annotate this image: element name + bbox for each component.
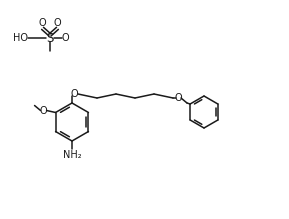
Text: O: O <box>70 89 78 99</box>
Text: O: O <box>54 18 61 28</box>
Text: O: O <box>40 106 47 115</box>
Text: O: O <box>174 93 182 103</box>
Text: S: S <box>46 32 54 44</box>
Text: HO: HO <box>13 33 28 43</box>
Text: O: O <box>39 18 46 28</box>
Text: NH₂: NH₂ <box>63 150 81 160</box>
Text: O: O <box>61 33 69 43</box>
